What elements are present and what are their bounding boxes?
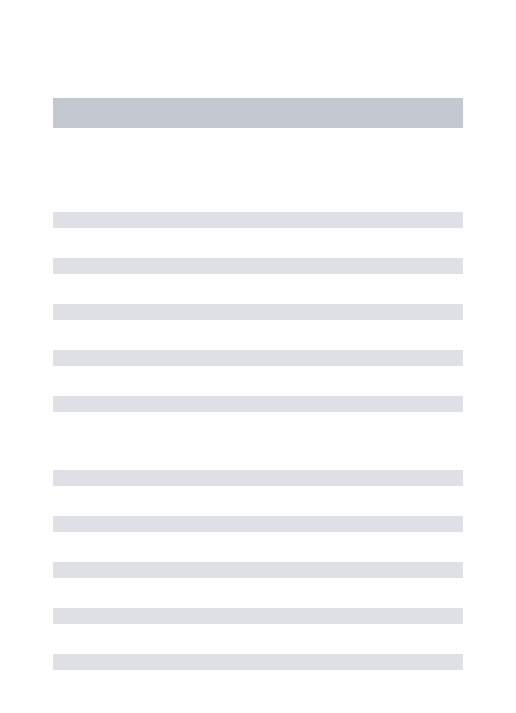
skeleton-line: [53, 562, 463, 578]
skeleton-header: [53, 98, 463, 128]
skeleton-line: [53, 304, 463, 320]
skeleton-container: [0, 0, 516, 670]
skeleton-line: [53, 470, 463, 486]
skeleton-group-2: [53, 470, 463, 670]
skeleton-line: [53, 516, 463, 532]
skeleton-group-1: [53, 212, 463, 412]
skeleton-line: [53, 654, 463, 670]
spacer: [53, 412, 463, 470]
skeleton-line: [53, 608, 463, 624]
skeleton-line: [53, 350, 463, 366]
skeleton-line: [53, 258, 463, 274]
skeleton-line: [53, 396, 463, 412]
spacer: [53, 128, 463, 212]
skeleton-line: [53, 212, 463, 228]
